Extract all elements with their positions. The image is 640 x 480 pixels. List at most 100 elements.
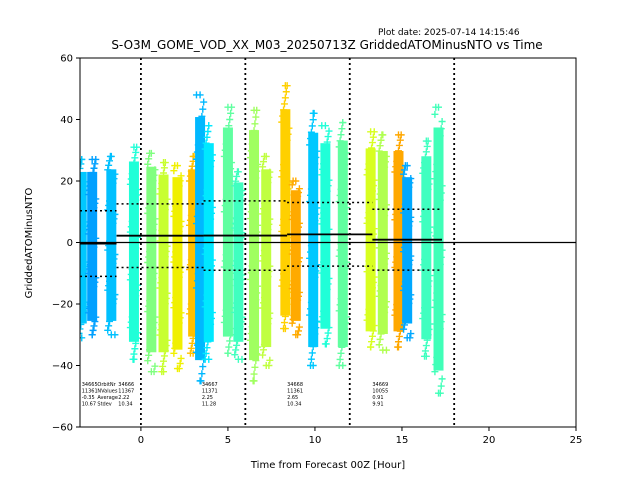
scatter-point [249, 133, 257, 141]
y-tick-label: −60 [52, 423, 73, 434]
scatter-point [207, 157, 215, 165]
scatter-point [424, 185, 432, 193]
scatter-point [86, 261, 94, 269]
scatter-point [323, 285, 331, 293]
scatter-point [266, 168, 274, 176]
scatter-point [80, 276, 86, 284]
scatter-point [394, 242, 402, 250]
scatter-point [259, 304, 267, 312]
scatter-point [225, 288, 233, 296]
scatter-point [129, 260, 137, 268]
scatter-point [193, 341, 201, 349]
scatter-point [131, 345, 139, 353]
scatter-point [253, 167, 261, 175]
scatter-point [391, 216, 399, 224]
scatter-point [291, 204, 299, 212]
scatter-point [395, 141, 403, 149]
scatter-point [104, 206, 112, 214]
scatter-point [370, 322, 378, 330]
scatter-point [280, 215, 288, 223]
scatter-point [145, 253, 153, 261]
scatter-point [174, 278, 182, 286]
scatter-point [249, 194, 257, 202]
scatter-point [289, 281, 297, 289]
scatter-point [85, 309, 93, 317]
scatter-point [80, 245, 84, 253]
scatter-point [394, 200, 402, 208]
band-core [128, 161, 139, 342]
x-tick-label: 0 [138, 435, 144, 446]
scatter-point [192, 348, 200, 356]
scatter-point [381, 212, 389, 220]
scatter-point [264, 273, 272, 281]
scatter-point [170, 304, 178, 312]
scatter-point [311, 160, 319, 168]
x-tick-label: 5 [225, 435, 231, 446]
scatter-point [149, 275, 157, 283]
scatter-point [320, 209, 328, 217]
scatter-point [110, 215, 118, 223]
scatter-band [259, 152, 274, 369]
stats-header-label: NValues [97, 389, 117, 395]
scatter-point [207, 215, 215, 223]
scatter-point [406, 179, 414, 187]
scatter-point [382, 206, 390, 214]
scatter-point [260, 341, 268, 349]
scatter-point [306, 254, 314, 262]
scatter-point [395, 285, 403, 293]
scatter-point [80, 182, 88, 190]
scatter-point [400, 325, 408, 333]
scatter-point [196, 255, 204, 263]
scatter-point [144, 209, 152, 217]
scatter-point [109, 300, 117, 308]
scatter-point [335, 252, 343, 260]
stats-value: 10.67 [82, 402, 96, 408]
band-core [80, 171, 87, 324]
scatter-point [104, 166, 112, 174]
scatter-point [247, 330, 255, 338]
scatter-point [195, 198, 203, 206]
scatter-point [259, 210, 267, 218]
scatter-point [400, 209, 408, 217]
scatter-point [177, 354, 185, 362]
scatter-point [85, 186, 93, 194]
scatter-point [431, 110, 439, 118]
scatter-point [106, 193, 114, 201]
scatter-point [254, 282, 262, 290]
scatter-point [295, 292, 303, 300]
scatter-point [338, 343, 346, 351]
scatter-point [379, 319, 387, 327]
scatter-point [367, 246, 375, 254]
scatter-point [402, 312, 410, 320]
scatter-point [322, 242, 330, 250]
scatter-point [422, 352, 430, 360]
scatter-point [281, 94, 289, 102]
scatter-point [308, 122, 316, 130]
scatter-point [233, 294, 241, 302]
scatter-point [171, 299, 179, 307]
scatter-point [421, 153, 429, 161]
scatter-point [259, 163, 267, 171]
scatter-point [80, 325, 84, 333]
scatter-point [109, 259, 117, 267]
scatter-point [407, 252, 415, 260]
orbit-stats: OrbitNrNValuesAverageStdev3466511361-0.3… [82, 382, 389, 408]
scatter-point [423, 239, 431, 247]
scatter-point [130, 355, 138, 363]
scatter-point [250, 309, 258, 317]
band-core [433, 127, 444, 371]
scatter-point [85, 265, 93, 273]
scatter-point [86, 300, 94, 308]
scatter-point [170, 167, 178, 175]
scatter-point [197, 248, 205, 256]
scatter-point [250, 370, 258, 378]
scatter-point [289, 246, 297, 254]
scatter-point [405, 299, 413, 307]
scatter-point [363, 316, 371, 324]
band-core [158, 174, 169, 353]
scatter-point [309, 229, 317, 237]
scatter-point [144, 308, 152, 316]
scatter-point [146, 242, 154, 250]
scatter-point [177, 172, 185, 180]
scatter-point [207, 268, 215, 276]
